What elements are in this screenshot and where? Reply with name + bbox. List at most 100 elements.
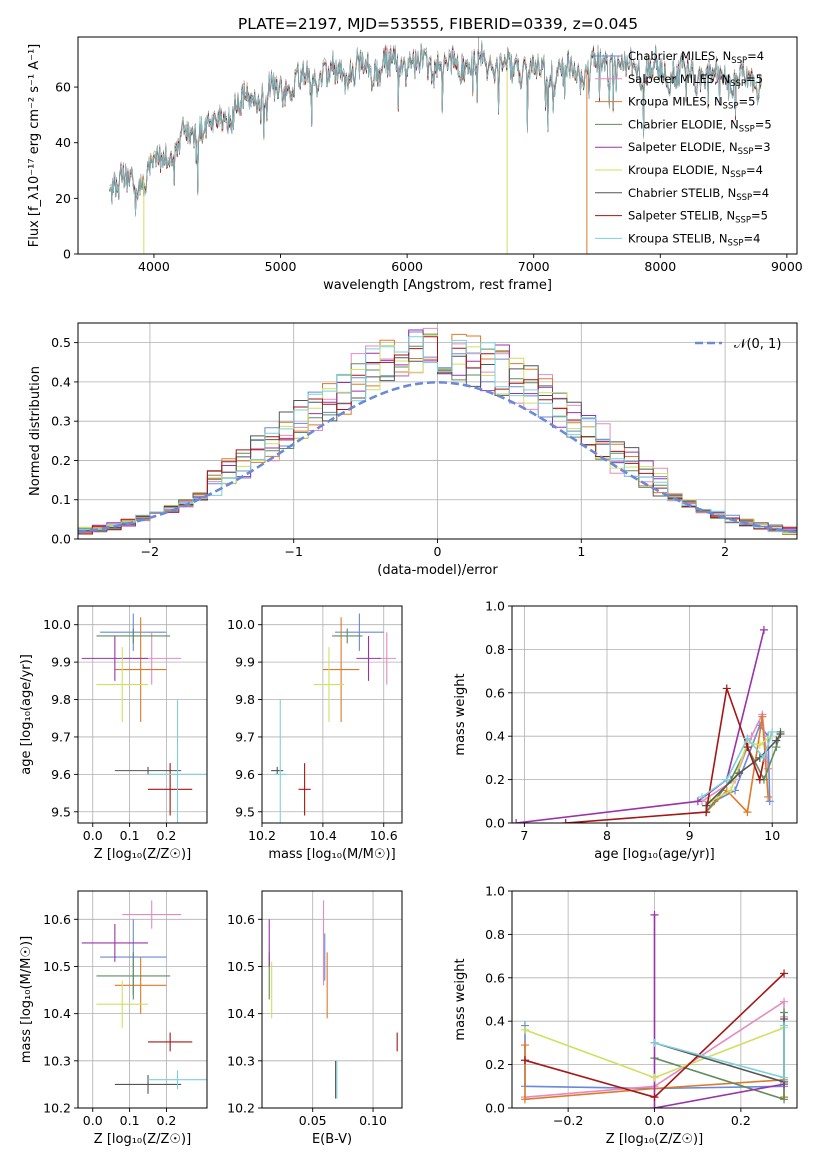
y-tick-label: 0.4	[51, 374, 71, 389]
y-tick-label: 0.1	[51, 492, 71, 507]
errorbar-chabrier-elodie	[96, 628, 171, 644]
errorbar-chabrier-miles	[335, 613, 384, 651]
weight-marker	[650, 1038, 659, 1047]
weight-marker	[780, 1095, 789, 1104]
errorbar-chabrier-stelib	[271, 766, 284, 775]
weight-marker	[520, 1041, 529, 1050]
x-tick-label: 7000	[518, 259, 550, 274]
panel-mass-vs-ebv: 0.05 0.10 10.2 10.3 10.4 10.5 10.6 E(B-V)	[227, 890, 403, 1147]
x-tick-label: −0.2	[553, 1113, 583, 1128]
weight-marker	[764, 792, 773, 801]
errorbar-kroupa-elodie	[96, 647, 149, 722]
x-tick-label: 0.2	[157, 828, 177, 843]
weight-line	[653, 914, 785, 1108]
weight-marker	[512, 819, 521, 823]
weight-marker	[772, 736, 781, 745]
weight-marker	[722, 775, 731, 784]
y-tick-label: 0.8	[485, 927, 505, 942]
weight-marker	[520, 1025, 529, 1034]
y-tick-label: 60	[55, 80, 71, 95]
y-tick-label: 9.6	[51, 767, 71, 782]
plot-area	[512, 625, 785, 823]
y-tick-label: 9.8	[51, 692, 71, 707]
legend-label: Salpeter STELIB, NSSP=5	[628, 209, 768, 226]
x-tick-label: 0.2	[731, 1113, 751, 1128]
x-tick-label: 1	[577, 544, 585, 559]
weight-marker	[693, 797, 702, 806]
weight-marker	[776, 730, 785, 739]
weight-marker	[780, 1021, 789, 1030]
x-axis-label: wavelength [Angstrom, rest frame]	[323, 278, 552, 293]
weight-marker	[743, 734, 752, 743]
legend-label: Kroupa ELODIE, NSSP=4	[628, 163, 763, 180]
errorbar-salpeter-stelib	[148, 1032, 193, 1052]
weight-series-kroupa-miles	[702, 712, 773, 817]
errorbar-salpeter-stelib	[298, 763, 311, 816]
weight-marker	[755, 740, 764, 749]
legend-label: Salpeter MILES, NSSP=5	[628, 72, 763, 89]
plot-area	[81, 900, 207, 1094]
y-tick-label: 10.5	[227, 959, 255, 974]
y-tick-label: 0.0	[485, 1101, 505, 1116]
x-tick-label: 0.0	[83, 828, 103, 843]
panel-residuals: −2 −1 0 1 2 0.0 0.1 0.2 0.3 0.4 0.5 (data-model)/er…	[28, 322, 798, 578]
y-tick-label: 1.0	[485, 599, 505, 614]
x-tick-label: 5000	[265, 259, 297, 274]
x-tick-label: 0.10	[359, 1113, 387, 1128]
y-tick-label: 10.6	[43, 912, 71, 927]
axes-frame	[511, 605, 798, 824]
errorbar-kroupa-stelib	[274, 699, 287, 823]
errorbar-kroupa-elodie	[313, 647, 345, 722]
y-axis-label: mass weight	[453, 958, 468, 1040]
legend-label: 𝒩(0, 1)	[734, 337, 781, 352]
weight-marker	[747, 732, 756, 741]
x-axis-label: Z [log₁₀(Z/Z☉)]	[606, 1132, 703, 1147]
figure-title: PLATE=2197, MJD=53555, FIBERID=0339, z=0…	[238, 15, 638, 33]
errorbar-salpeter-miles	[122, 900, 182, 929]
weight-series-kroupa-stelib	[650, 1021, 789, 1082]
weight-series-salpeter-stelib	[520, 969, 789, 1102]
y-tick-label: 0.6	[485, 970, 505, 985]
errorbar-chabrier-elodie	[332, 628, 363, 644]
x-axis-label: Z [log₁₀(Z/Z☉)]	[94, 847, 191, 862]
weight-marker	[780, 969, 789, 978]
weight-marker	[759, 753, 768, 762]
weight-marker	[561, 819, 570, 823]
x-tick-label: 0.1	[120, 828, 140, 843]
weight-marker	[780, 1073, 789, 1082]
weight-series-kroupa-stelib	[698, 727, 777, 801]
y-tick-label: 9.5	[235, 804, 255, 819]
y-tick-label: 9.6	[235, 767, 255, 782]
plot-area	[81, 613, 207, 823]
x-tick-label: 4000	[138, 259, 170, 274]
y-tick-label: 9.8	[235, 692, 255, 707]
weight-marker	[735, 769, 744, 778]
y-tick-label: 20	[55, 191, 71, 206]
y-tick-label: 10.0	[43, 617, 71, 632]
y-tick-label: 0.4	[485, 1014, 505, 1029]
weight-marker	[743, 808, 752, 817]
y-tick-label: 0.4	[485, 729, 505, 744]
errorbar-salpeter-elodie	[356, 635, 381, 681]
y-tick-label: 9.5	[51, 804, 71, 819]
x-tick-label: 0.05	[299, 1113, 327, 1128]
y-tick-label: 10.3	[43, 1053, 71, 1068]
errorbar-salpeter-stelib	[148, 763, 193, 816]
y-tick-label: 10.0	[227, 617, 255, 632]
x-tick-label: 2	[721, 544, 729, 559]
weight-marker	[698, 792, 706, 801]
axes-frame	[511, 890, 798, 1109]
y-tick-label: 0.5	[51, 335, 71, 350]
y-tick-label: 9.9	[235, 655, 255, 670]
y-tick-label: 0.0	[485, 816, 505, 831]
x-tick-label: 9000	[771, 259, 803, 274]
panel-spectrum: 4000 5000 6000 7000 8000 9000 0 20 40 60 wavelengt…	[27, 36, 803, 293]
x-tick-label: 0.0	[83, 1113, 103, 1128]
y-tick-label: 10.6	[227, 912, 255, 927]
x-axis-label: (data-model)/error	[377, 563, 498, 578]
model-spectrum-kroupa-stelib	[109, 43, 762, 217]
panel-age-vs-z: 0.0 0.1 0.2 9.5 9.6 9.7 9.8 9.9 10.0 Z [log₁₀(Z/Z…	[19, 605, 208, 862]
weight-marker	[768, 727, 777, 736]
y-tick-label: 0.2	[485, 772, 505, 787]
weight-marker	[755, 775, 764, 784]
